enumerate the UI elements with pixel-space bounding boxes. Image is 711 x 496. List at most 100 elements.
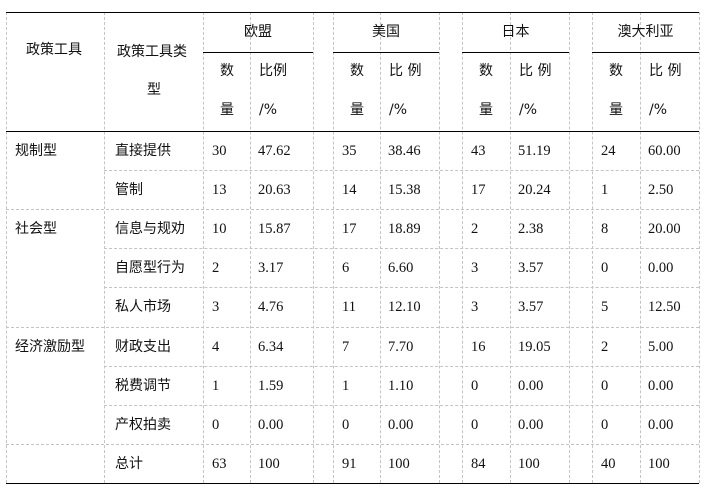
row-type-label: 信息与规劝 [115, 221, 185, 238]
header-rule [6, 131, 699, 132]
cell-count: 0 [212, 416, 220, 433]
cell-ratio: 19.05 [518, 338, 551, 355]
cell-count: 0 [342, 416, 350, 433]
cell-count: 40 [601, 455, 616, 472]
cell-count: 14 [342, 182, 357, 199]
cell-ratio: 20.00 [648, 221, 681, 238]
cell-ratio: 51.19 [518, 143, 551, 159]
cell-count: 0 [601, 260, 609, 277]
cell-ratio: 0.00 [258, 416, 284, 433]
header-count-2: 量 [350, 102, 364, 118]
column-divider [510, 12, 511, 483]
row-type-label: 直接提供 [115, 143, 171, 159]
cell-count: 17 [471, 182, 486, 199]
cell-count: 3 [471, 260, 479, 277]
bottom-rule [6, 483, 699, 484]
header-count: 数 [220, 63, 234, 79]
cell-ratio: 6.60 [388, 260, 414, 277]
header-ratio-unit: /% [649, 102, 668, 118]
header-count: 数 [609, 63, 623, 79]
row-divider [6, 443, 699, 445]
row-type-label: 私人市场 [115, 299, 171, 316]
header-region: 日本 [501, 24, 530, 40]
column-divider [104, 12, 105, 483]
cell-count: 6 [342, 260, 350, 277]
row-type-label: 自愿型行为 [115, 260, 185, 277]
cell-ratio: 18.89 [388, 221, 421, 238]
group-header-rule [462, 52, 569, 53]
row-divider [6, 209, 699, 211]
column-divider [699, 12, 700, 483]
column-divider [592, 12, 593, 483]
cell-ratio: 0.00 [648, 416, 674, 433]
row-divider [104, 404, 699, 406]
column-divider [203, 12, 204, 483]
cell-count: 17 [342, 221, 357, 238]
cell-count: 63 [212, 455, 227, 472]
column-divider [569, 12, 570, 483]
cell-count: 43 [471, 143, 486, 159]
row-type-label: 产权拍卖 [115, 416, 171, 433]
group-header-rule [203, 52, 313, 53]
cell-count: 16 [471, 338, 486, 355]
cell-count: 10 [212, 221, 227, 238]
header-ratio-unit: /% [519, 102, 538, 118]
header-count: 数 [350, 63, 364, 79]
cell-count: 0 [601, 377, 609, 394]
header-region: 美国 [372, 24, 400, 40]
cell-count: 84 [471, 455, 486, 472]
group-header-rule [333, 52, 439, 53]
header-region: 欧盟 [244, 24, 272, 40]
header-policy-tool: 政策工具 [26, 42, 82, 58]
cell-count: 7 [342, 338, 350, 355]
cell-count: 3 [471, 299, 479, 316]
cell-ratio: 5.00 [648, 338, 674, 355]
header-ratio: 比例 [259, 63, 287, 79]
row-divider [104, 365, 699, 367]
cell-ratio: 1.10 [388, 377, 414, 394]
column-divider [6, 12, 7, 483]
column-divider [250, 12, 251, 483]
row-divider [104, 248, 699, 250]
cell-count: 2 [212, 260, 220, 277]
cell-ratio: 47.62 [258, 143, 291, 159]
cell-ratio: 12.10 [388, 299, 421, 316]
row-group-label: 经济激励型 [15, 338, 85, 355]
header-policy-tool-type: 政策工具类 [117, 44, 187, 60]
cell-count: 0 [601, 416, 609, 433]
cell-ratio: 20.63 [258, 182, 291, 199]
cell-count: 35 [342, 143, 357, 159]
header-ratio: 比 例 [519, 63, 552, 79]
cell-ratio: 12.50 [648, 299, 681, 316]
cell-ratio: 4.76 [258, 299, 284, 316]
cell-count: 2 [601, 338, 609, 355]
cell-count: 4 [212, 338, 220, 355]
cell-ratio: 0.00 [518, 377, 544, 394]
cell-count: 1 [342, 377, 350, 394]
header-count-2: 量 [220, 102, 234, 118]
top-rule [6, 12, 699, 13]
cell-count: 24 [601, 143, 616, 159]
cell-ratio: 60.00 [648, 143, 681, 159]
row-divider [104, 287, 699, 289]
column-divider [313, 12, 314, 483]
row-divider [6, 326, 699, 328]
row-type-label: 税费调节 [115, 377, 171, 394]
header-region: 澳大利亚 [617, 24, 674, 40]
cell-count: 11 [342, 299, 356, 316]
cell-count: 3 [212, 299, 220, 316]
cell-ratio: 1.59 [258, 377, 284, 394]
header-ratio: 比 例 [649, 63, 682, 79]
column-divider [640, 12, 641, 483]
cell-ratio: 100 [518, 455, 540, 472]
row-type-label: 财政支出 [115, 338, 171, 355]
cell-ratio: 6.34 [258, 338, 284, 355]
cell-count: 0 [471, 377, 479, 394]
column-divider [333, 12, 334, 483]
row-type-label: 管制 [115, 182, 143, 199]
cell-count: 5 [601, 299, 609, 316]
column-divider [439, 12, 440, 483]
row-group-label: 规制型 [15, 143, 57, 159]
cell-ratio: 15.38 [388, 182, 421, 199]
cell-count: 30 [212, 143, 227, 159]
